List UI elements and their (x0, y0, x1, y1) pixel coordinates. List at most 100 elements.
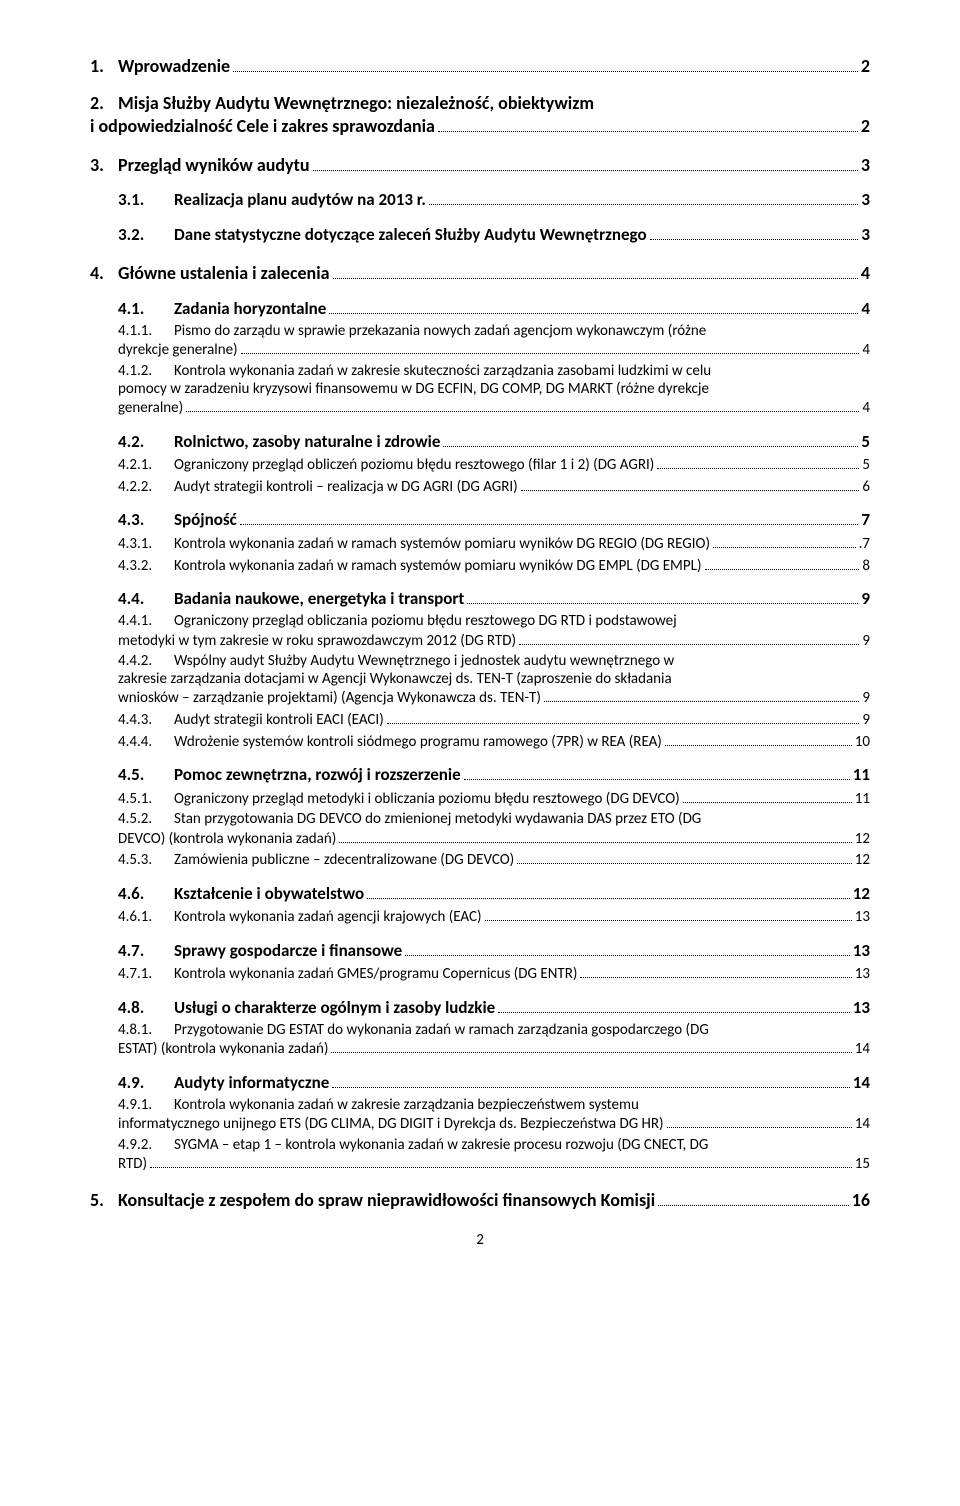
toc-entry-number: 4.9.1. (118, 1096, 174, 1114)
toc-entry: 4.1.2.Kontrola wykonania zadań w zakresi… (90, 362, 870, 419)
leader-dots (705, 555, 860, 570)
toc-entry-number: 3. (90, 153, 118, 177)
toc-entry-page: 12 (855, 829, 870, 849)
toc-entry-page: 14 (855, 1114, 870, 1134)
toc-entry: 4.4.3.Audyt strategii kontroli EACI (EAC… (90, 710, 870, 731)
toc-entry-text: 5.Konsultacje z zespołem do spraw niepra… (90, 1188, 655, 1212)
toc-entry: 5.Konsultacje z zespołem do spraw niepra… (90, 1188, 870, 1212)
toc-entry: 3.Przegląd wyników audytu3 (90, 153, 870, 177)
leader-dots (683, 788, 852, 803)
toc-entry: 4.4.1.Ograniczony przegląd obliczania po… (90, 612, 870, 651)
toc-entry: 4.5.3.Zamówienia publiczne – zdecentrali… (90, 850, 870, 871)
toc-entry-text: 1.Wprowadzenie (90, 54, 230, 78)
leader-dots (405, 940, 850, 956)
leader-dots (443, 430, 858, 446)
leader-dots (713, 533, 856, 548)
toc-entry-page: 13 (853, 997, 870, 1020)
toc-entry: 4.5.1.Ograniczony przegląd metodyki i ob… (90, 788, 870, 809)
toc-entry: 4.9.Audyty informatyczne14 (90, 1072, 870, 1095)
toc-entry: 3.2.Dane statystyczne dotyczące zaleceń … (90, 224, 870, 247)
leader-dots (658, 1189, 849, 1206)
leader-dots (241, 340, 860, 355)
toc-entry-number: 4.2.1. (118, 455, 174, 475)
toc-entry: 4.1.1.Pismo do zarządu w sprawie przekaz… (90, 322, 870, 361)
leader-dots (429, 189, 858, 205)
table-of-contents: 1.Wprowadzenie22.Misja Służby Audytu Wew… (90, 54, 870, 1213)
toc-entry-number: 4.1.2. (118, 362, 174, 380)
page-container: 1.Wprowadzenie22.Misja Służby Audytu Wew… (0, 0, 960, 1269)
toc-entry-number: 4.3.1. (118, 534, 174, 554)
toc-entry-number: 4.4.3. (118, 710, 174, 730)
toc-entry-page: 6 (862, 477, 870, 497)
toc-entry-number: 4.7.1. (118, 964, 174, 984)
leader-dots (467, 588, 858, 604)
toc-entry-text: 4.8.Usługi o charakterze ogólnym i zasob… (118, 997, 495, 1020)
toc-entry-number: 4.9.2. (118, 1136, 174, 1154)
toc-entry: 4.4.2.Wspólny audyt Służby Audytu Wewnęt… (90, 652, 870, 709)
toc-entry-text: 4.2.Rolnictwo, zasoby naturalne i zdrowi… (118, 431, 440, 454)
toc-entry: 4.4.4.Wdrożenie systemów kontroli siódme… (90, 731, 870, 752)
toc-entry-page: 9 (861, 588, 870, 611)
toc-entry-page: 11 (853, 764, 870, 787)
toc-entry-number: 4.1.1. (118, 322, 174, 340)
toc-entry: 4.7.Sprawy gospodarcze i finansowe 13 (90, 940, 870, 963)
page-number: 2 (90, 1231, 870, 1249)
leader-dots (521, 476, 860, 491)
toc-entry-page: 3 (861, 224, 870, 247)
leader-dots (580, 964, 851, 979)
toc-entry-number: 3.2. (118, 224, 174, 247)
toc-entry-text: 4.4.4.Wdrożenie systemów kontroli siódme… (118, 732, 662, 752)
toc-entry-page: 11 (855, 789, 870, 809)
toc-entry-page: 4 (862, 398, 870, 418)
toc-entry: 4.3.Spójność7 (90, 509, 870, 532)
toc-entry-page: 9 (862, 710, 870, 730)
toc-entry-text: 4.1.Zadania horyzontalne (118, 298, 326, 321)
toc-entry-page: 9 (862, 688, 870, 708)
toc-entry-number: 4.2. (118, 431, 174, 454)
toc-entry-text: i odpowiedzialność Cele i zakres sprawoz… (90, 114, 435, 138)
leader-dots (332, 1072, 849, 1088)
toc-entry: 4.3.1.Kontrola wykonania zadań w ramach … (90, 533, 870, 554)
toc-entry-page: 5 (862, 455, 870, 475)
leader-dots (387, 710, 860, 725)
leader-dots (464, 764, 850, 780)
toc-entry: 4.5.Pomoc zewnętrzna, rozwój i rozszerze… (90, 764, 870, 787)
toc-entry: 4.1.Zadania horyzontalne 4 (90, 298, 870, 321)
leader-dots (333, 262, 858, 279)
toc-entry-text: dyrekcje generalne) (118, 340, 238, 360)
toc-entry-page: 8 (862, 556, 870, 576)
toc-entry: 4.2.Rolnictwo, zasoby naturalne i zdrowi… (90, 430, 870, 453)
toc-entry-text: 4.4.Badania naukowe, energetyka i transp… (118, 588, 464, 611)
toc-entry-text: 4.2.1.Ograniczony przegląd obliczeń pozi… (118, 455, 654, 475)
toc-entry-text: 4.3.Spójność (118, 509, 237, 532)
toc-entry-page: 4 (861, 298, 870, 321)
toc-entry-page: 9 (862, 631, 870, 651)
toc-entry-text: 4.4.3.Audyt strategii kontroli EACI (EAC… (118, 710, 384, 730)
toc-entry: 4.7.1.Kontrola wykonania zadań GMES/prog… (90, 964, 870, 985)
toc-entry-page: 10 (855, 732, 870, 752)
toc-entry: 4.8.Usługi o charakterze ogólnym i zasob… (90, 997, 870, 1020)
toc-entry: 4.6.Kształcenie i obywatelstwo12 (90, 883, 870, 906)
toc-entry-text: 4.7.1.Kontrola wykonania zadań GMES/prog… (118, 964, 577, 984)
toc-entry-page: 3 (861, 189, 870, 212)
toc-entry-number: 4.5.1. (118, 789, 174, 809)
toc-entry: 4.6.1.Kontrola wykonania zadań agencji k… (90, 907, 870, 928)
toc-entry-text: RTD) (118, 1154, 147, 1174)
toc-entry-text: generalne) (118, 398, 183, 418)
toc-entry-page: 12 (853, 883, 870, 906)
toc-entry: 4.5.2.Stan przygotowania DG DEVCO do zmi… (90, 810, 870, 849)
leader-dots (665, 731, 852, 746)
toc-entry-page: 16 (852, 1188, 870, 1212)
toc-entry: 4.2.1.Ograniczony przegląd obliczeń pozi… (90, 455, 870, 476)
toc-entry: 4.4.Badania naukowe, energetyka i transp… (90, 588, 870, 611)
leader-dots (650, 224, 859, 240)
toc-entry-text: 4.9.Audyty informatyczne (118, 1072, 329, 1095)
toc-entry-number: 2. (90, 92, 118, 114)
toc-entry-page: 5 (861, 431, 870, 454)
toc-entry-number: 4.5. (118, 764, 174, 787)
toc-entry-page: 13 (853, 940, 870, 963)
toc-entry-text: 4.6.1.Kontrola wykonania zadań agencji k… (118, 907, 482, 927)
leader-dots (517, 850, 852, 865)
toc-entry-page: 13 (855, 964, 870, 984)
toc-entry-text: 4.7.Sprawy gospodarcze i finansowe (118, 940, 402, 963)
